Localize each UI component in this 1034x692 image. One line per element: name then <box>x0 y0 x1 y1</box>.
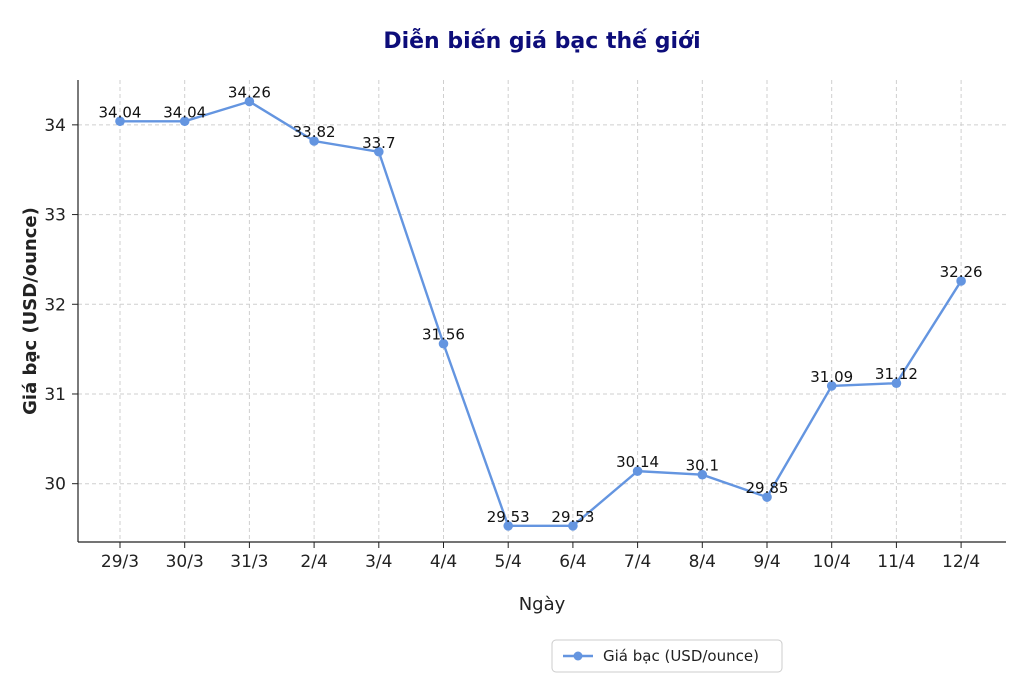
data-label: 29.85 <box>746 479 789 497</box>
data-label: 34.04 <box>99 103 142 121</box>
data-point <box>374 146 384 157</box>
data-points <box>115 96 966 531</box>
data-point <box>115 116 125 127</box>
x-tick-label: 8/4 <box>689 552 716 572</box>
x-tick-label: 9/4 <box>753 552 780 572</box>
series-layer <box>120 100 963 528</box>
x-tick-label: 2/4 <box>300 552 327 572</box>
data-label: 31.56 <box>422 326 465 344</box>
data-label: 30.1 <box>686 457 719 475</box>
data-label: 34.26 <box>228 84 271 102</box>
x-tick-label: 12/4 <box>942 552 980 572</box>
x-tick-label: 4/4 <box>430 552 457 572</box>
data-point <box>762 492 772 502</box>
y-tick-label: 34 <box>44 116 66 136</box>
y-axis-label: Giá bạc (USD/ounce) <box>20 207 41 415</box>
data-point <box>179 116 190 127</box>
x-tick-label: 6/4 <box>559 552 586 572</box>
data-label: 30.14 <box>616 453 659 471</box>
y-tick-label: 30 <box>44 475 66 495</box>
x-tick-label: 31/3 <box>230 552 268 572</box>
x-tick-label: 30/3 <box>166 552 204 572</box>
data-point <box>309 136 319 146</box>
legend: Giá bạc (USD/ounce) <box>551 639 783 673</box>
legend-marker <box>573 651 583 661</box>
x-tick-label: 10/4 <box>813 552 851 572</box>
grid <box>78 80 1006 542</box>
x-tick-label: 29/3 <box>101 552 139 572</box>
data-label: 31.12 <box>875 365 918 383</box>
legend-box <box>551 639 783 673</box>
x-tick-label: 5/4 <box>495 552 522 572</box>
x-tick-label: 7/4 <box>624 552 651 572</box>
data-label: 29.53 <box>551 508 594 526</box>
y-tick-label: 32 <box>44 295 66 315</box>
data-point <box>891 378 902 389</box>
data-point <box>503 521 513 531</box>
data-point <box>956 276 966 286</box>
legend-label: Giá bạc (USD/ounce) <box>603 647 759 665</box>
series-line <box>120 100 963 528</box>
y-tick-label: 31 <box>44 385 66 405</box>
x-tick-label: 11/4 <box>877 552 915 572</box>
x-axis-label: Ngày <box>519 594 566 615</box>
data-label: 31.09 <box>810 368 853 386</box>
data-labels: 34.04 34.04 34.26 33.82 33.7 31.56 29.53 29.53 3… <box>99 84 983 526</box>
data-point <box>826 381 837 391</box>
data-point <box>568 521 578 531</box>
data-label: 34.04 <box>163 103 206 121</box>
data-label: 32.26 <box>940 263 983 281</box>
data-point <box>697 469 708 480</box>
data-label: 29.53 <box>487 508 530 526</box>
data-point <box>244 96 255 107</box>
axes <box>77 80 1006 543</box>
y-ticks: 30 31 32 33 34 <box>44 116 78 495</box>
x-ticks: 29/3 30/3 31/3 2/4 3/4 4/4 5/4 6/4 7/4 8/4 9/4 10/4… <box>101 542 980 572</box>
chart-title: Diễn biến giá bạc thế giới <box>383 29 700 54</box>
data-point <box>438 338 449 349</box>
data-label: 33.82 <box>293 123 336 141</box>
data-label: 33.7 <box>362 134 395 152</box>
y-tick-label: 33 <box>44 206 66 226</box>
data-point <box>632 466 643 476</box>
x-tick-label: 3/4 <box>365 552 392 572</box>
